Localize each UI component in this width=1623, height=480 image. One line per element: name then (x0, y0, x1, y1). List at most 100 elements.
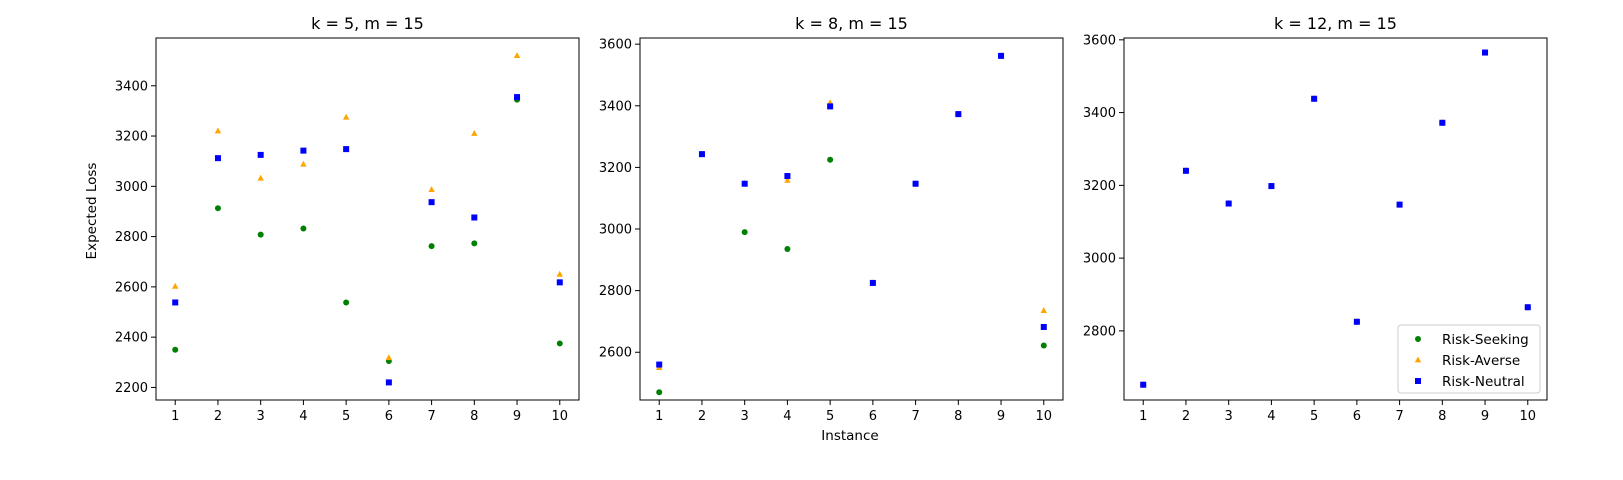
x-tick-label: 9 (997, 409, 1005, 424)
y-tick-label: 2200 (115, 381, 148, 396)
data-point (214, 155, 221, 162)
x-tick-label: 4 (299, 409, 307, 424)
x-tick-label: 8 (470, 409, 478, 424)
data-point (556, 279, 563, 286)
data-point (471, 130, 478, 136)
scatter-panel-1: k = 5, m = 15 1 2 3 4 5 6 7 8 9 10 2200 2400 2600 2800… (115, 14, 580, 424)
x-tick-label: 6 (385, 409, 393, 424)
data-point (471, 240, 478, 247)
data-point (556, 340, 563, 347)
data-point (342, 113, 350, 120)
x-tick-label: 8 (1438, 409, 1446, 424)
legend-label: Risk-Averse (1442, 353, 1520, 369)
x-tick-label: 7 (911, 409, 919, 424)
y-tick-label: 3200 (115, 130, 148, 145)
legend-label: Risk-Seeking (1442, 332, 1529, 348)
plot-frame (155, 37, 580, 401)
y-tick-label: 3000 (115, 180, 148, 195)
data-point (428, 186, 435, 192)
data-point (912, 180, 919, 187)
data-point (514, 94, 521, 101)
data-point (1268, 183, 1275, 190)
series-risk-neutral (656, 52, 1047, 368)
x-tick-label: 7 (427, 409, 435, 424)
data-point (385, 379, 392, 386)
x-tick-label: 2 (214, 409, 222, 424)
y-tick-label: 3200 (599, 161, 632, 176)
data-point (172, 346, 179, 353)
y-tick-label: 2800 (1083, 324, 1116, 339)
x-tick-label: 1 (655, 409, 663, 424)
legend-marker (1415, 378, 1421, 384)
data-point (998, 52, 1005, 59)
x-tick-label: 8 (954, 409, 962, 424)
data-point (1524, 304, 1531, 311)
data-point (300, 225, 307, 232)
legend-box (1397, 324, 1541, 394)
x-tick-label: 5 (342, 409, 350, 424)
y-axis-label: Expected Loss (84, 163, 100, 260)
data-point (428, 199, 435, 206)
data-point (1182, 167, 1189, 174)
data-point (257, 231, 264, 238)
legend-entry: Risk-Neutral (1415, 374, 1525, 390)
legend-entry: Risk-Averse (1414, 353, 1520, 369)
data-point (827, 103, 834, 110)
y-tick-label: 2800 (599, 284, 632, 299)
y-tick-label: 3400 (599, 99, 632, 114)
data-point (955, 111, 962, 118)
data-point (1439, 119, 1446, 126)
data-point (300, 160, 307, 167)
x-tick-label: 7 (1395, 409, 1403, 424)
x-tick-label: 6 (869, 409, 877, 424)
y-tick-label: 3400 (1083, 106, 1116, 121)
x-tick-label: 5 (826, 409, 834, 424)
data-point (1353, 318, 1360, 325)
y-tick-label: 2600 (115, 280, 148, 295)
data-point (741, 229, 748, 236)
data-point (471, 214, 478, 221)
data-point (172, 299, 179, 306)
data-point (784, 246, 791, 253)
y-tick-label: 3400 (115, 79, 148, 94)
x-tick-label: 10 (1519, 409, 1536, 424)
x-axis-label: Instance (821, 428, 878, 444)
plot-frame (639, 37, 1064, 401)
scatter-panel-2: k = 8, m = 15 1 2 3 4 5 6 7 8 9 10 2600 2800 3000 3200… (599, 14, 1064, 424)
x-tick-label: 3 (257, 409, 265, 424)
scatter-panel-3: k = 12, m = 15 1 2 3 4 5 6 7 8 9 10 2800 3000 3200 340… (1083, 14, 1548, 424)
data-point (343, 146, 350, 153)
x-tick-label: 2 (698, 409, 706, 424)
data-point (869, 279, 876, 286)
y-tick-label: 3000 (1083, 252, 1116, 267)
data-point (172, 282, 179, 289)
data-point (741, 180, 748, 187)
y-tick-label: 3200 (1083, 179, 1116, 194)
legend-marker (1414, 356, 1422, 363)
data-point (428, 243, 435, 250)
x-tick-label: 2 (1182, 409, 1190, 424)
data-point (343, 299, 350, 306)
y-tick-label: 2600 (599, 346, 632, 361)
data-point (1040, 342, 1047, 349)
legend: Risk-Seeking Risk-Averse Risk-Neutral (1397, 324, 1541, 394)
data-point (784, 176, 791, 183)
legend-entry: Risk-Seeking (1415, 332, 1529, 348)
data-point (784, 173, 791, 180)
data-point (214, 205, 221, 212)
data-point (556, 270, 563, 277)
panels: k = 5, m = 15 1 2 3 4 5 6 7 8 9 10 2200 2400 2600 2800… (115, 14, 1548, 424)
data-point (1396, 201, 1403, 208)
data-point (1311, 95, 1318, 102)
y-tick-label: 3000 (599, 223, 632, 238)
x-tick-label: 3 (1225, 409, 1233, 424)
x-tick-label: 10 (1035, 409, 1052, 424)
data-point (656, 389, 663, 396)
x-tick-label: 4 (1267, 409, 1275, 424)
x-tick-label: 4 (783, 409, 791, 424)
x-tick-label: 9 (1481, 409, 1489, 424)
data-point (1482, 49, 1489, 56)
legend-marker (1415, 336, 1421, 342)
x-tick-label: 6 (1353, 409, 1361, 424)
